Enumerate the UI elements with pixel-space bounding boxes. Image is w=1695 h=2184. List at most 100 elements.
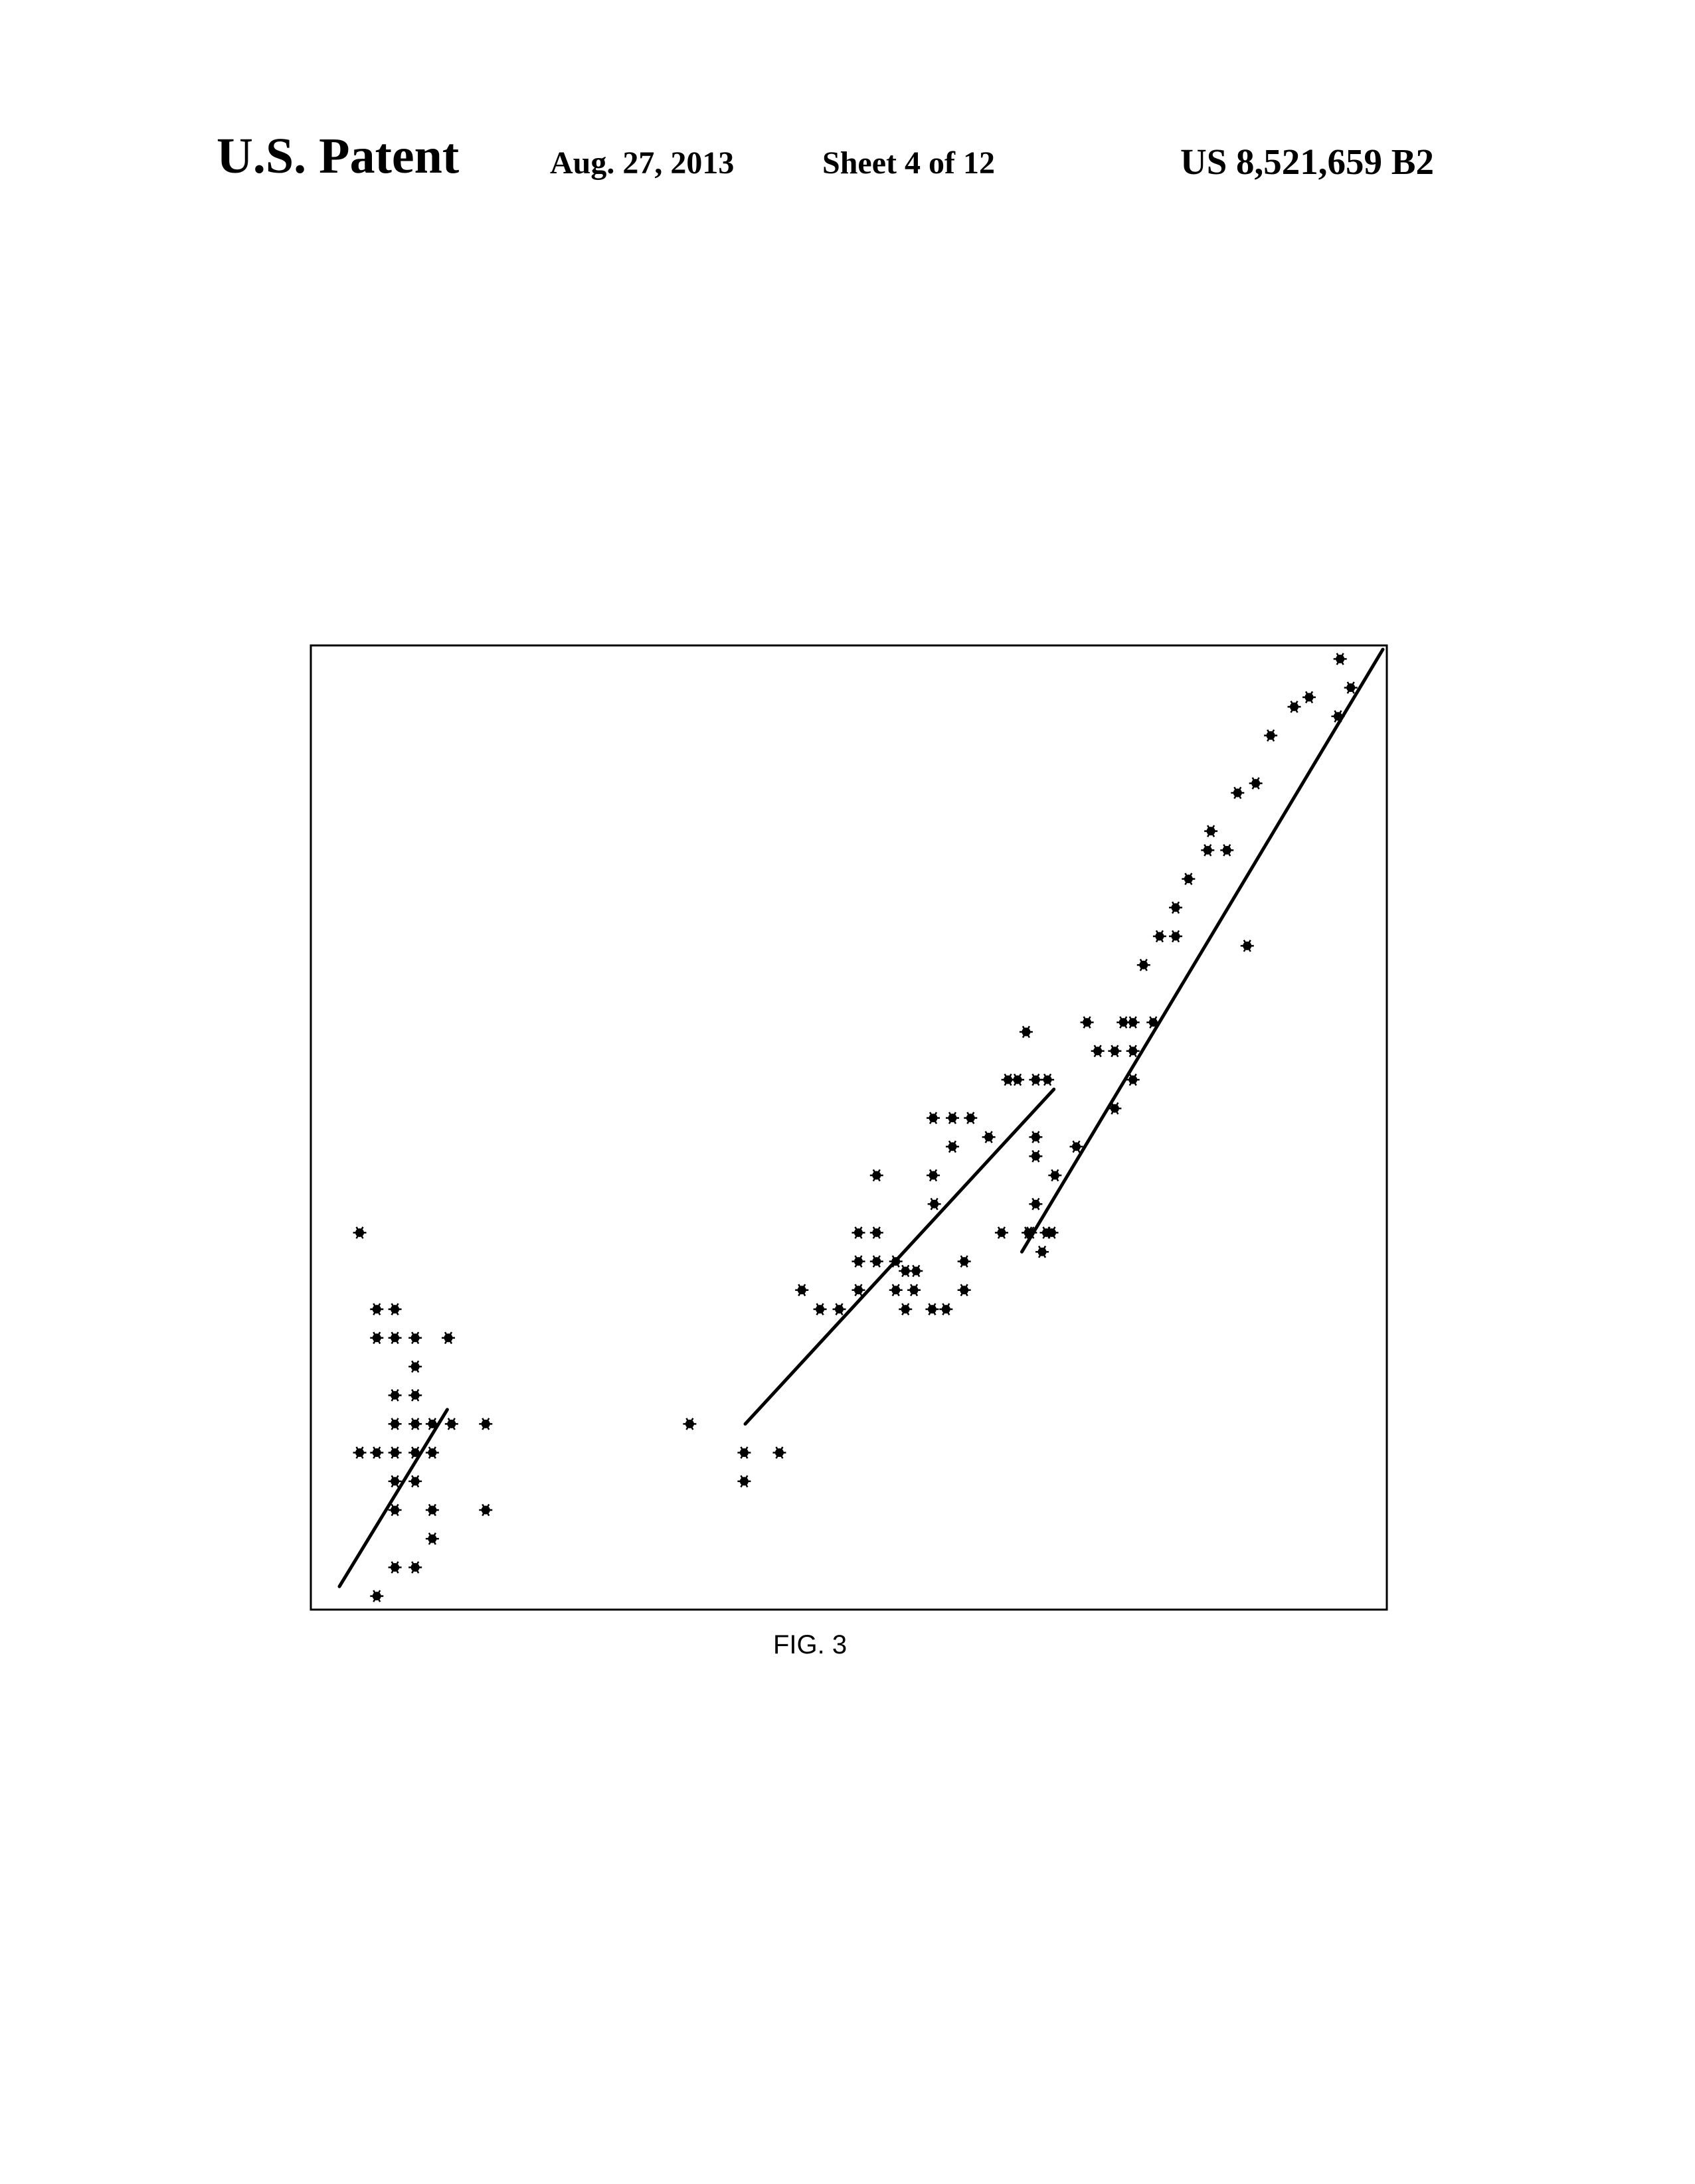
data-point [1029,1149,1043,1163]
data-point [772,1446,786,1459]
data-point [1240,940,1254,952]
data-point [1048,1169,1062,1182]
fit-line-2 [743,1087,1056,1426]
data-point [353,1226,367,1239]
sheet-number: Sheet 4 of 12 [822,145,995,181]
data-point [408,1360,422,1373]
data-point [1136,958,1150,971]
data-point [425,1532,439,1545]
data-point [889,1255,903,1268]
fit-line-3 [1020,647,1385,1254]
data-point [994,1226,1008,1239]
data-point [444,1418,458,1430]
data-point [479,1418,493,1430]
data-point [737,1475,751,1488]
data-point [957,1255,971,1268]
data-point [1029,1131,1043,1143]
data-point [1039,1226,1053,1239]
data-point [388,1418,402,1430]
data-point [1302,691,1316,704]
data-point [1204,825,1218,837]
fit-line-1 [337,1408,449,1588]
patent-header-label: U.S. Patent [217,128,460,184]
patent-date: Aug. 27, 2013 [550,145,735,181]
data-point [1029,1197,1043,1211]
data-point [1022,1226,1035,1239]
data-point [957,1284,971,1297]
data-point [1344,681,1358,694]
data-point [832,1303,846,1315]
data-point [927,1112,940,1124]
fit-lines [337,647,1385,1588]
data-point [1126,1073,1140,1086]
data-point [425,1418,439,1430]
data-point [370,1303,384,1315]
data-point [388,1475,402,1488]
patent-number: US 8,521,659 B2 [1180,141,1434,182]
data-point [1019,1025,1033,1039]
data-point [353,1446,367,1459]
data-point [869,1169,883,1182]
data-point [683,1418,697,1430]
data-point [1231,786,1245,799]
data-point [813,1303,827,1315]
data-point [899,1303,913,1315]
data-point [927,1169,940,1182]
data-point [408,1446,422,1459]
data-point [1152,930,1166,943]
data-point [1333,653,1347,665]
data-point [1126,1016,1140,1029]
data-point [479,1503,493,1517]
data-point [1220,844,1234,857]
data-point [1035,1245,1049,1258]
data-point [869,1255,883,1268]
data-point [795,1284,809,1297]
data-point [425,1446,439,1459]
data-point [851,1255,865,1268]
figure-caption: FIG. 3 [773,1630,848,1659]
data-point [388,1503,402,1517]
data-point [1201,844,1215,857]
data-point [1116,1016,1130,1029]
data-point [1264,729,1278,742]
data-point [370,1590,384,1602]
data-point [408,1475,422,1488]
data-point [388,1561,402,1574]
data-point [408,1561,422,1574]
data-point [388,1331,402,1345]
data-point [889,1284,903,1297]
data-point [1011,1073,1025,1086]
data-point [388,1446,402,1459]
data-point [388,1303,402,1315]
data-point [408,1418,422,1430]
data-point [370,1331,384,1345]
data-point [425,1503,439,1517]
data-point [907,1284,921,1297]
data-point [1041,1073,1055,1086]
data-point [927,1197,941,1211]
data-point [1169,901,1183,914]
data-point [1331,710,1345,723]
data-point [1108,1102,1122,1115]
data-point [1080,1016,1094,1029]
data-point [1029,1073,1043,1086]
data-point [370,1446,384,1459]
data-point [939,1303,953,1315]
data-point [1069,1140,1083,1153]
data-point [945,1140,959,1153]
data-point [851,1226,865,1239]
data-points [353,653,1358,1602]
plot-frame [310,644,1388,1611]
data-point [1169,930,1183,943]
data-point [909,1264,923,1278]
data-point [1126,1045,1140,1058]
data-point [1091,1045,1105,1058]
data-point [982,1131,996,1143]
data-point [851,1284,865,1297]
data-point [964,1112,978,1124]
data-point [945,1112,959,1124]
data-point [1249,777,1263,790]
data-point [408,1388,422,1402]
data-point [388,1388,402,1402]
